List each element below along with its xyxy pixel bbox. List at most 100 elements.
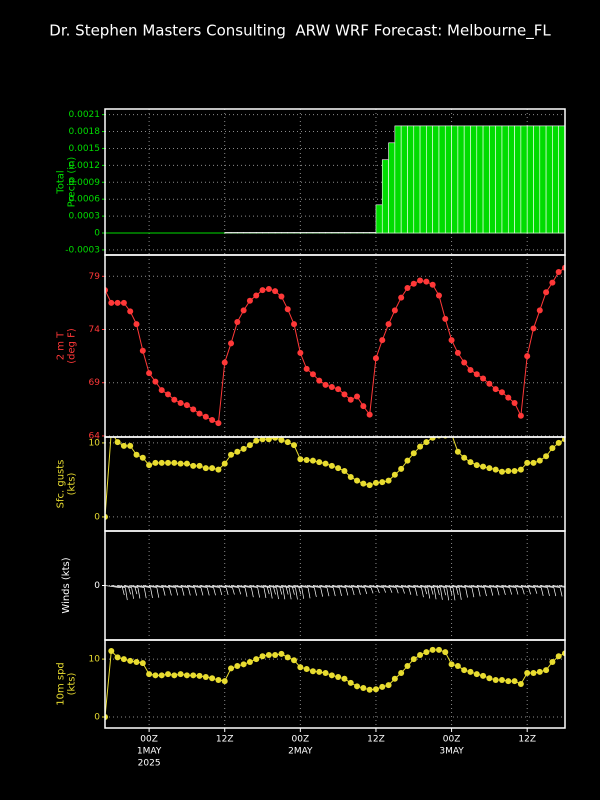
y-tick-label: 0.0012 — [69, 161, 101, 171]
wind-barb — [350, 585, 368, 595]
bar — [300, 232, 307, 234]
wind-barb — [149, 585, 166, 596]
point — [190, 462, 197, 469]
x-tick-label: 00Z — [292, 735, 310, 745]
bar — [463, 125, 471, 234]
point — [335, 674, 342, 681]
bar — [344, 232, 352, 234]
point — [461, 454, 468, 461]
wind-barb — [199, 585, 216, 596]
point — [284, 654, 291, 661]
point — [284, 439, 291, 446]
wind-barb — [117, 585, 134, 599]
point — [354, 683, 361, 690]
point — [158, 672, 165, 679]
point — [183, 460, 190, 467]
bar — [381, 159, 389, 234]
point — [473, 371, 480, 378]
wind-barb — [382, 585, 399, 594]
point — [335, 386, 342, 393]
wind-barb — [388, 585, 405, 594]
point — [417, 652, 424, 659]
wind-barb — [338, 585, 355, 596]
point — [303, 665, 310, 672]
point — [316, 668, 323, 675]
bar — [230, 232, 238, 234]
wind-barb — [293, 585, 311, 599]
point — [265, 286, 272, 293]
point — [442, 649, 449, 656]
bar — [470, 125, 478, 234]
y-axis-label: (deg F) — [67, 328, 78, 364]
x-tick-label: 12Z — [216, 735, 234, 745]
wind-barb — [281, 585, 298, 600]
wind-barb — [262, 585, 279, 600]
wind-barb — [218, 585, 235, 595]
point — [240, 445, 247, 452]
point — [328, 383, 335, 390]
point — [190, 406, 197, 413]
point — [536, 457, 543, 464]
point — [347, 679, 354, 686]
bar — [375, 204, 383, 234]
point — [133, 451, 140, 458]
y-tick-label: 74 — [89, 325, 101, 335]
point — [152, 378, 159, 385]
point — [498, 468, 505, 475]
bar — [287, 232, 295, 234]
wind-barb — [432, 585, 450, 601]
bar — [457, 125, 465, 234]
point — [139, 347, 146, 354]
point — [114, 299, 121, 306]
bar — [489, 125, 496, 234]
wind-barb — [193, 585, 210, 596]
wind-barb — [256, 585, 273, 599]
point — [517, 681, 524, 687]
point — [398, 465, 405, 472]
point — [423, 649, 430, 656]
wind-barb — [167, 585, 185, 596]
wind-barb — [546, 585, 563, 597]
point — [221, 359, 228, 366]
y-axis-label: Winds (kts) — [61, 557, 72, 613]
bar — [426, 125, 433, 234]
point — [120, 299, 127, 306]
point — [114, 654, 121, 661]
point — [209, 416, 216, 423]
point — [108, 299, 115, 306]
wind-barb — [268, 585, 286, 600]
bar — [552, 125, 559, 234]
point — [417, 443, 424, 450]
wind-barb — [457, 585, 475, 598]
y-tick-label: 69 — [89, 378, 101, 388]
point — [278, 293, 285, 300]
point — [259, 437, 266, 443]
wind-barb — [243, 585, 260, 598]
point — [372, 355, 379, 362]
point — [234, 319, 241, 326]
wind-barb — [407, 585, 424, 598]
point — [505, 678, 512, 685]
bar — [262, 232, 270, 234]
point — [379, 479, 386, 486]
point — [404, 457, 411, 464]
panel — [105, 531, 565, 640]
wind-barb — [300, 585, 317, 598]
point — [297, 456, 304, 463]
wind-barb — [539, 585, 557, 597]
point — [486, 675, 493, 682]
wind-barb — [186, 585, 204, 596]
point — [417, 277, 424, 284]
point — [228, 665, 235, 672]
point — [127, 442, 134, 449]
bar — [533, 125, 541, 234]
wind-barb — [111, 585, 128, 601]
wind-barb — [142, 585, 160, 598]
point — [511, 399, 518, 406]
point — [322, 460, 329, 467]
wind-barb — [451, 585, 468, 598]
point — [297, 349, 304, 356]
point — [291, 442, 298, 449]
point — [555, 653, 562, 660]
point — [517, 466, 524, 473]
